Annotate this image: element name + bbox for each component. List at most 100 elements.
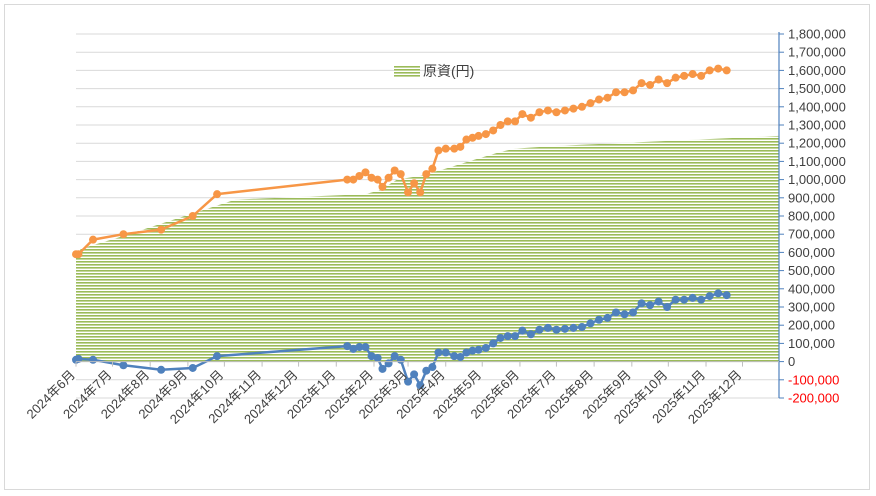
profit-point: [714, 289, 723, 298]
profit-point: [654, 297, 663, 306]
y-tick-label: 100,000: [788, 336, 835, 351]
profit-point: [620, 310, 629, 319]
total-point: [410, 179, 419, 188]
total-point: [535, 108, 544, 117]
profit-point: [404, 377, 413, 386]
total-point: [705, 66, 714, 75]
profit-point: [384, 359, 393, 368]
total-point: [343, 175, 352, 184]
profit-point: [577, 323, 586, 332]
profit-point: [428, 363, 437, 372]
total-point: [456, 142, 465, 151]
y-tick-label: 1,600,000: [788, 63, 846, 78]
legend: 原資(円): [394, 63, 474, 79]
y-tick-label: 0: [788, 354, 795, 369]
total-point: [612, 88, 621, 97]
total-point: [637, 79, 646, 88]
profit-point: [373, 353, 382, 362]
total-point: [526, 113, 535, 122]
y-tick-label: 700,000: [788, 227, 835, 242]
y-tick-label: 200,000: [788, 318, 835, 333]
total-point: [594, 95, 603, 104]
profit-point: [188, 363, 197, 372]
total-point: [378, 182, 387, 191]
total-point: [496, 121, 505, 129]
total-point: [416, 188, 425, 197]
y-tick-label: 800,000: [788, 209, 835, 224]
profit-point: [496, 333, 505, 342]
y-tick-label: 300,000: [788, 300, 835, 315]
profit-point: [680, 295, 689, 304]
y-tick-label: 1,500,000: [788, 81, 846, 96]
total-point: [74, 250, 83, 259]
y-tick-label: 900,000: [788, 190, 835, 205]
total-point: [603, 93, 612, 102]
total-point: [518, 110, 527, 119]
y-tick-label: 1,800,000: [788, 27, 846, 42]
total-point: [404, 188, 413, 197]
total-point: [688, 70, 697, 79]
profit-point: [671, 295, 680, 304]
profit-point: [586, 319, 595, 328]
profit-point: [434, 348, 443, 357]
total-point: [468, 133, 477, 142]
total-point: [384, 173, 393, 182]
profit-point: [535, 325, 544, 334]
profit-point: [705, 292, 714, 301]
total-point: [560, 106, 569, 115]
y-tick-label: 1,100,000: [788, 154, 846, 169]
profit-point: [416, 381, 425, 390]
line-layer: [72, 64, 731, 390]
profit-point: [697, 295, 706, 304]
profit-point: [367, 352, 376, 361]
total-point: [489, 126, 498, 135]
total-point: [390, 166, 399, 175]
profit-point: [526, 330, 535, 339]
total-point: [355, 171, 364, 180]
total-point: [503, 117, 512, 126]
total-point: [462, 135, 471, 144]
total-point: [620, 88, 629, 97]
profit-point: [503, 332, 512, 341]
total-point: [671, 73, 680, 82]
profit-point: [355, 343, 364, 352]
profit-point: [646, 301, 655, 310]
profit-point: [396, 355, 405, 364]
total-point: [188, 212, 197, 220]
profit-point: [629, 308, 638, 317]
total-point: [714, 64, 723, 73]
profit-point: [349, 344, 358, 353]
profit-point: [343, 342, 352, 351]
profit-point: [569, 323, 578, 332]
profit-point: [722, 291, 731, 300]
profit-point: [74, 354, 83, 363]
profit-point: [119, 361, 128, 370]
profit-point: [157, 365, 166, 374]
profit-point: [594, 315, 603, 324]
y-tick-label: -100,000: [788, 372, 839, 387]
profit-point: [560, 324, 569, 333]
y-tick-label: 1,300,000: [788, 118, 846, 133]
total-point: [213, 190, 222, 199]
legend-swatch-principal: [394, 65, 420, 77]
profit-point: [511, 332, 520, 341]
y-tick-label: 1,700,000: [788, 45, 846, 60]
profit-point: [361, 343, 370, 352]
total-point: [697, 71, 706, 80]
y-tick-label: 1,400,000: [788, 99, 846, 114]
total-point: [577, 102, 586, 111]
total-point: [441, 144, 450, 153]
total-point: [654, 75, 663, 84]
total-point: [629, 86, 638, 95]
profit-point: [663, 303, 672, 311]
profit-point: [474, 345, 483, 354]
total-point: [722, 66, 731, 75]
total-point: [474, 131, 483, 140]
total-point: [586, 99, 595, 108]
total-point: [396, 170, 405, 179]
y-tick-label: 600,000: [788, 245, 835, 260]
profit-point: [637, 299, 646, 308]
total-point: [373, 175, 382, 184]
area-layer: [76, 135, 779, 362]
